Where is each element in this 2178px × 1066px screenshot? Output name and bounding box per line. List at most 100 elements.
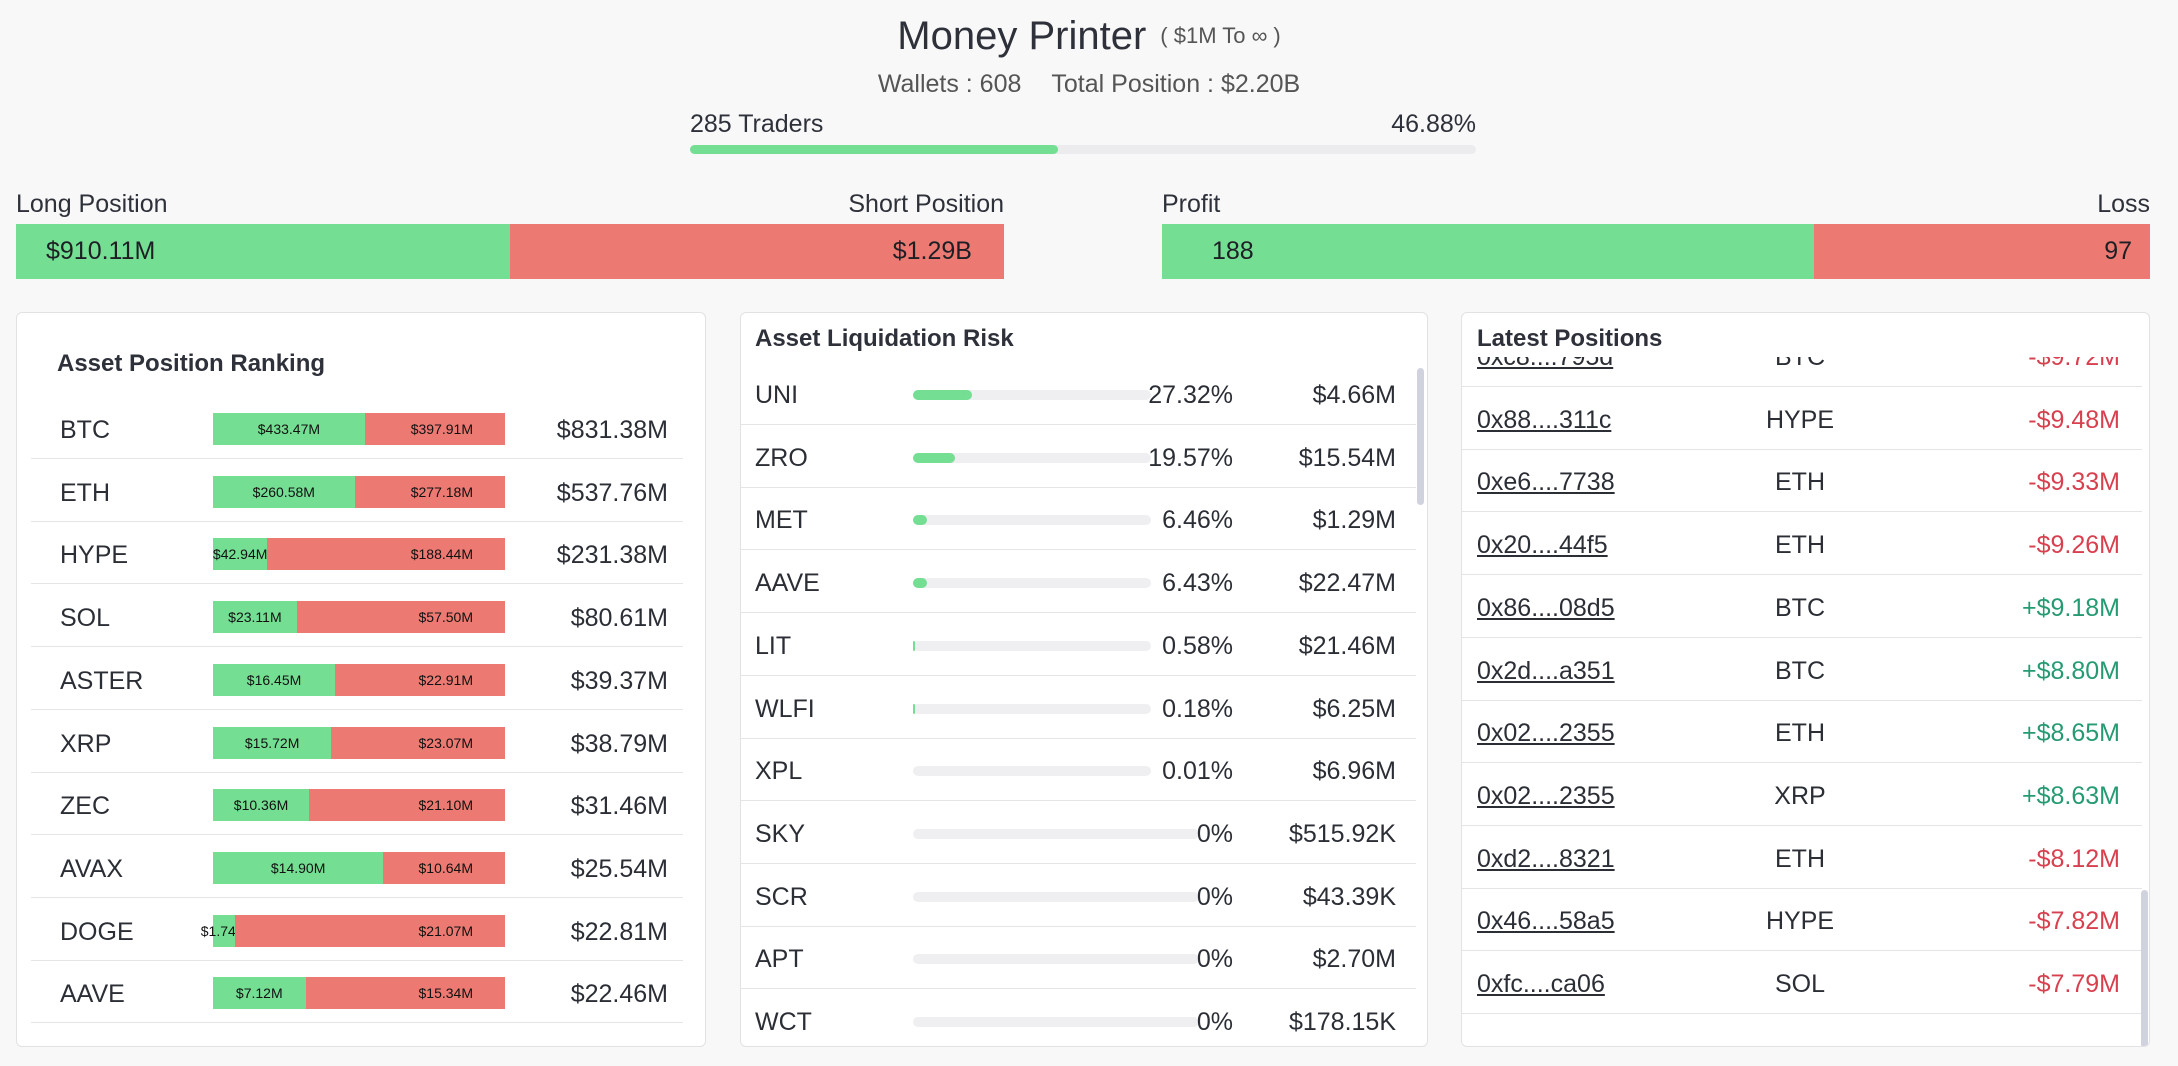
wallets-count: Wallets : 608 xyxy=(877,70,1022,98)
long-short-stacked-bar: $1.74M $21.07M xyxy=(201,914,505,947)
liquidation-percent: 0.01% xyxy=(1162,757,1233,786)
liquidation-row: WLFI 0.18% $6.25M xyxy=(741,677,1416,739)
asset-name: ETH xyxy=(1775,468,1825,497)
wallet-address-link[interactable]: 0x88....311c xyxy=(1477,405,1612,434)
wallet-address-link[interactable]: 0x20....44f5 xyxy=(1477,531,1608,560)
risk-bar-fill xyxy=(913,390,972,400)
long-value: $42.94M xyxy=(212,546,268,563)
long-value: $16.45M xyxy=(246,671,302,688)
risk-bar xyxy=(913,954,1199,965)
ranking-row: HYPE $42.94M $188.44M $231.38M xyxy=(31,522,683,585)
position-row[interactable]: 0x88....311c HYPE -$9.48M xyxy=(1462,388,2142,450)
traders-percent: 46.88% xyxy=(1391,110,1476,138)
liquidation-scrollbar[interactable] xyxy=(1417,368,1424,505)
position-row[interactable]: 0x20....44f5 ETH -$9.26M xyxy=(1462,513,2142,576)
liquidation-amount: $6.96M xyxy=(1312,757,1396,786)
long-short-bar: $910.11M $1.29B xyxy=(16,224,1004,279)
wallet-address-link[interactable]: 0x86....08d5 xyxy=(1477,593,1615,622)
liquidation-amount: $1.29M xyxy=(1312,506,1396,535)
asset-name: ETH xyxy=(60,478,110,507)
asset-name: WLFI xyxy=(755,694,815,723)
position-row[interactable]: 0x02....2355 ETH +$8.65M xyxy=(1462,701,2142,764)
long-value: $433.47M xyxy=(257,421,321,437)
profit-loss-bar: 188 97 xyxy=(1162,224,2150,279)
asset-liquidation-risk-panel: Asset Liquidation Risk UNI 27.32% $4.66M ZR… xyxy=(740,312,1428,1047)
short-position-segment: $1.29B xyxy=(510,224,1004,279)
profit-segment: 188 xyxy=(1162,224,1815,279)
asset-name: BTC xyxy=(1775,656,1825,685)
panel-title: Asset Liquidation Risk xyxy=(755,325,1014,352)
asset-name: APT xyxy=(755,945,804,974)
summary-stats: Wallets : 608 Total Position : $2.20B xyxy=(0,70,2178,99)
wallet-address-link[interactable]: 0x46....58a5 xyxy=(1477,907,1615,936)
ranking-row: AAVE $7.12M $15.34M $22.46M xyxy=(31,961,683,1024)
total-position: $25.54M xyxy=(570,854,668,883)
wallet-address-link[interactable]: 0x02....2355 xyxy=(1477,719,1615,748)
short-segment: $21.10M xyxy=(309,789,505,822)
risk-bar xyxy=(913,766,1151,777)
risk-bar-fill xyxy=(913,703,916,714)
total-position: $231.38M xyxy=(556,541,668,570)
pnl-value: +$8.63M xyxy=(2022,781,2120,810)
position-row[interactable]: 0x2d....a351 BTC +$8.80M xyxy=(1462,639,2142,701)
wallet-address-link[interactable]: 0xc8....795d xyxy=(1477,357,1614,371)
pnl-value: -$7.79M xyxy=(2028,970,2120,998)
position-row[interactable]: 0x86....08d5 BTC +$9.18M xyxy=(1462,576,2142,638)
wallet-address-link[interactable]: 0xd2....8321 xyxy=(1477,844,1615,873)
ranking-row: DOGE $1.74M $21.07M $22.81M xyxy=(31,899,683,961)
short-segment: $57.50M xyxy=(296,601,505,634)
position-row[interactable]: 0xe6....7738 ETH -$9.33M xyxy=(1462,450,2142,513)
liquidation-amount: $21.46M xyxy=(1298,631,1396,660)
wallet-address-link[interactable]: 0x2d....a351 xyxy=(1477,656,1615,685)
loss-count: 97 xyxy=(2104,237,2132,265)
asset-name: XRP xyxy=(60,729,112,758)
risk-bar xyxy=(913,891,1199,902)
short-value: $188.44M xyxy=(410,546,473,563)
liquidation-percent: 6.46% xyxy=(1162,506,1233,535)
long-segment: $1.74M xyxy=(201,914,247,947)
liquidation-percent: 0% xyxy=(1196,819,1233,848)
wallet-address-link[interactable]: 0x02....2355 xyxy=(1477,781,1615,810)
asset-name: LIT xyxy=(755,631,792,660)
position-row[interactable]: 0x02....2355 XRP +$8.63M xyxy=(1462,764,2142,826)
risk-bar-fill xyxy=(913,640,916,651)
pnl-value: -$9.48M xyxy=(2028,405,2120,434)
risk-bar xyxy=(913,1017,1199,1027)
liquidation-percent: 0% xyxy=(1196,1008,1233,1036)
long-segment: $10.36M xyxy=(213,789,310,822)
short-value: $21.07M xyxy=(418,922,473,939)
asset-name: AVAX xyxy=(60,854,123,883)
long-value: $10.36M xyxy=(233,797,289,814)
liquidation-row: SCR 0% $43.39K xyxy=(741,865,1416,927)
liquidation-row: XPL 0.01% $6.96M xyxy=(741,739,1416,802)
latest-positions-panel: Latest Positions 0xc8....795d BTC -$9.72M 0… xyxy=(1461,312,2150,1047)
asset-name: ETH xyxy=(1775,531,1825,560)
wallet-address-link[interactable]: 0xe6....7738 xyxy=(1477,468,1615,497)
risk-bar-fill xyxy=(913,578,927,589)
liquidation-amount: $43.39K xyxy=(1302,882,1396,911)
long-segment: $23.11M xyxy=(213,601,297,634)
latest-positions-scroll-area[interactable]: 0xc8....795d BTC -$9.72M 0x88....311c HYPE -$… xyxy=(1462,357,2149,1046)
long-value: $260.58M xyxy=(252,483,315,500)
position-row[interactable]: 0xfc....ca06 SOL -$7.79M xyxy=(1462,952,2142,1014)
pnl-value: +$9.18M xyxy=(2022,593,2120,622)
risk-bar xyxy=(913,828,1199,839)
latest-positions-scrollbar[interactable] xyxy=(2141,890,2148,1046)
position-row[interactable]: 0xc8....795d BTC -$9.72M xyxy=(1462,357,2142,387)
short-value: $10.64M xyxy=(418,859,473,876)
asset-name: ETH xyxy=(1775,719,1825,748)
pnl-value: -$8.12M xyxy=(2028,844,2120,873)
short-segment: $22.91M xyxy=(335,663,505,696)
position-row[interactable]: 0x46....58a5 HYPE -$7.82M xyxy=(1462,889,2142,952)
liquidation-row: WCT 0% $178.15K xyxy=(741,990,1416,1045)
liquidation-scroll-area[interactable]: UNI 27.32% $4.66M ZRO 19.57% $15.54M MET 6.46% $… xyxy=(741,363,1427,1045)
asset-name: XPL xyxy=(755,757,803,786)
position-row[interactable]: 0xd2....8321 ETH -$8.12M xyxy=(1462,827,2142,889)
long-segment: $42.94M xyxy=(212,538,268,571)
liquidation-amount: $515.92K xyxy=(1288,819,1396,848)
long-short-stacked-bar: $23.11M $57.50M xyxy=(213,601,505,634)
short-value: $21.10M xyxy=(418,797,473,814)
wallet-address-link[interactable]: 0xfc....ca06 xyxy=(1477,970,1605,998)
total-position: $537.76M xyxy=(556,478,668,507)
asset-name: HYPE xyxy=(60,541,129,570)
